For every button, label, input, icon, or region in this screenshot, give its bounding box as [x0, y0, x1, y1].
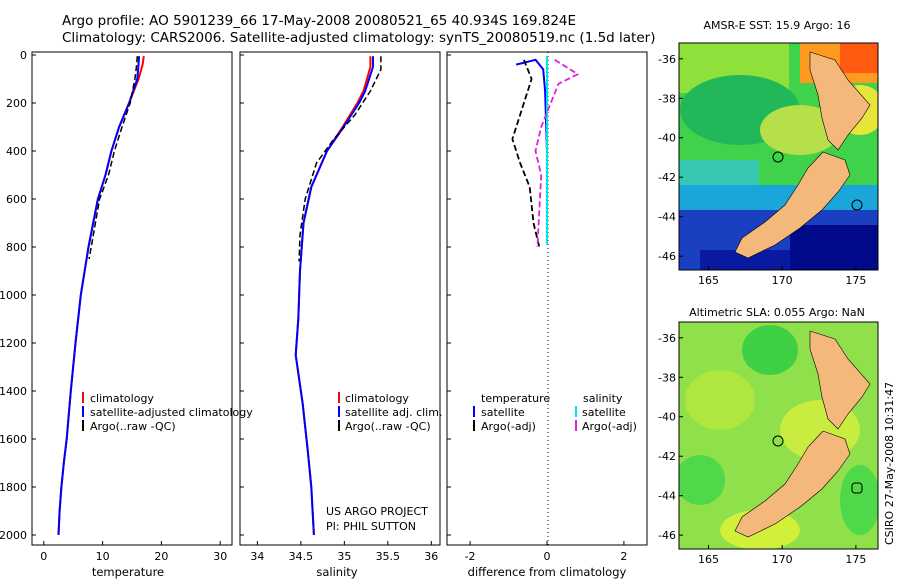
series-line-2-0 — [515, 58, 548, 245]
depth-tick-label: 1800 — [0, 481, 27, 494]
depth-axis: 0 200 400 600 800 1000 1200 1400 1600 1800 2000 — [0, 49, 451, 542]
series-line-0-1 — [57, 56, 141, 536]
x-tick-label: 35.5 — [376, 550, 401, 563]
series-line-2-1 — [511, 59, 541, 248]
x-tick-label: 10 — [96, 550, 110, 563]
legend-label: Argo(-adj) — [481, 420, 536, 433]
legend-label: satellite adj. clim. — [345, 406, 442, 419]
series-line-1-0 — [294, 56, 372, 536]
x-tick-label: 36 — [424, 550, 438, 563]
lon-tick-label: 165 — [698, 553, 719, 566]
difference-xlabel: difference from climatology — [468, 565, 627, 579]
lat-tick-label: -46 — [658, 250, 676, 263]
legend-label: satellite-adjusted climatology — [90, 406, 253, 419]
x-tick-label: 35 — [337, 550, 351, 563]
pi-note: PI: PHIL SUTTON — [326, 520, 416, 533]
lat-tick-label: -46 — [658, 529, 676, 542]
lat-tick-label: -36 — [658, 332, 676, 345]
lat-tick-label: -40 — [658, 132, 676, 145]
lat-tick-label: -38 — [658, 92, 676, 105]
x-tick-label: 20 — [154, 550, 168, 563]
temperature-axes — [31, 51, 233, 546]
lon-tick-label: 175 — [845, 274, 866, 287]
lat-tick-label: -38 — [658, 371, 676, 384]
salinity-legend: climatology satellite adj. clim. Argo(..… — [338, 392, 442, 433]
series-layer — [57, 56, 579, 536]
legend-heading-salinity: salinity — [583, 392, 623, 405]
sla-map-frame — [678, 321, 879, 550]
x-tick-label: 0 — [40, 550, 47, 563]
lat-tick-label: -44 — [658, 490, 676, 503]
depth-tick-label: 1400 — [0, 385, 27, 398]
lat-tick-label: -42 — [658, 171, 676, 184]
sst-map — [679, 43, 878, 270]
depth-tick-label: 1000 — [0, 289, 27, 302]
depth-tick-label: 2000 — [0, 529, 27, 542]
x-tick-label: 34.5 — [289, 550, 314, 563]
depth-tick-label: 800 — [6, 241, 27, 254]
temperature-xlabel: temperature — [92, 565, 164, 579]
salinity-axes — [239, 51, 441, 546]
legend-label: Argo(..raw -QC) — [345, 420, 431, 433]
x-tick-label: 2 — [620, 550, 627, 563]
series-line-2-3 — [534, 59, 579, 248]
depth-tick-label: 400 — [6, 145, 27, 158]
lon-tick-label: 170 — [772, 274, 793, 287]
lat-tick-label: -40 — [658, 411, 676, 424]
temperature-legend: climatology satellite-adjusted climatolo… — [82, 392, 253, 433]
lat-tick-label: -42 — [658, 450, 676, 463]
legend-label: satellite — [481, 406, 525, 419]
figure-title-line2: Climatology: CARS2006. Satellite-adjuste… — [62, 30, 655, 46]
difference-legend: temperature salinity satellite Argo(-adj… — [473, 392, 637, 433]
depth-tick-label: 1600 — [0, 433, 27, 446]
sla-map-title: Altimetric SLA: 0.055 Argo: NaN — [689, 306, 865, 319]
salinity-xlabel: salinity — [316, 565, 357, 579]
figure-title-line1: Argo profile: AO 5901239_66 17-May-2008 … — [62, 13, 576, 29]
difference-x-ticks: -2 0 2 — [465, 541, 627, 563]
depth-tick-label: 0 — [20, 49, 27, 62]
x-tick-label: 0 — [544, 550, 551, 563]
sla-map-axes: 165 170 175 -36 -38 -40 -42 -44 -46 — [658, 332, 866, 566]
series-line-1-1 — [294, 56, 374, 536]
x-tick-label: 34 — [250, 550, 264, 563]
lon-tick-label: 170 — [772, 553, 793, 566]
legend-label: Argo(..raw -QC) — [90, 420, 176, 433]
salinity-x-ticks: 34 34.5 35 35.5 36 — [250, 541, 438, 563]
legend-heading-temperature: temperature — [481, 392, 550, 405]
series-line-0-0 — [57, 56, 145, 536]
lat-tick-label: -44 — [658, 211, 676, 224]
depth-tick-label: 600 — [6, 193, 27, 206]
lon-tick-label: 165 — [698, 274, 719, 287]
temperature-x-ticks: 0 10 20 30 — [40, 541, 227, 563]
lon-tick-label: 175 — [845, 553, 866, 566]
sla-map — [679, 322, 878, 549]
series-line-1-2 — [298, 56, 382, 262]
x-tick-label: -2 — [465, 550, 476, 563]
legend-label: Argo(-adj) — [582, 420, 637, 433]
series-line-0-2 — [88, 56, 139, 260]
depth-tick-label: 1200 — [0, 337, 27, 350]
sst-map-title: AMSR-E SST: 15.9 Argo: 16 — [703, 19, 850, 32]
project-note: US ARGO PROJECT — [326, 505, 428, 518]
depth-tick-label: 200 — [6, 97, 27, 110]
sst-map-frame — [678, 42, 879, 271]
x-tick-label: 30 — [213, 550, 227, 563]
side-timestamp: CSIRO 27-May-2008 10:31:47 — [883, 382, 896, 545]
legend-label: climatology — [90, 392, 154, 405]
sst-map-axes: 165 170 175 -36 -38 -40 -42 -44 -46 — [658, 53, 866, 287]
legend-label: climatology — [345, 392, 409, 405]
legend-label: satellite — [582, 406, 626, 419]
lat-tick-label: -36 — [658, 53, 676, 66]
